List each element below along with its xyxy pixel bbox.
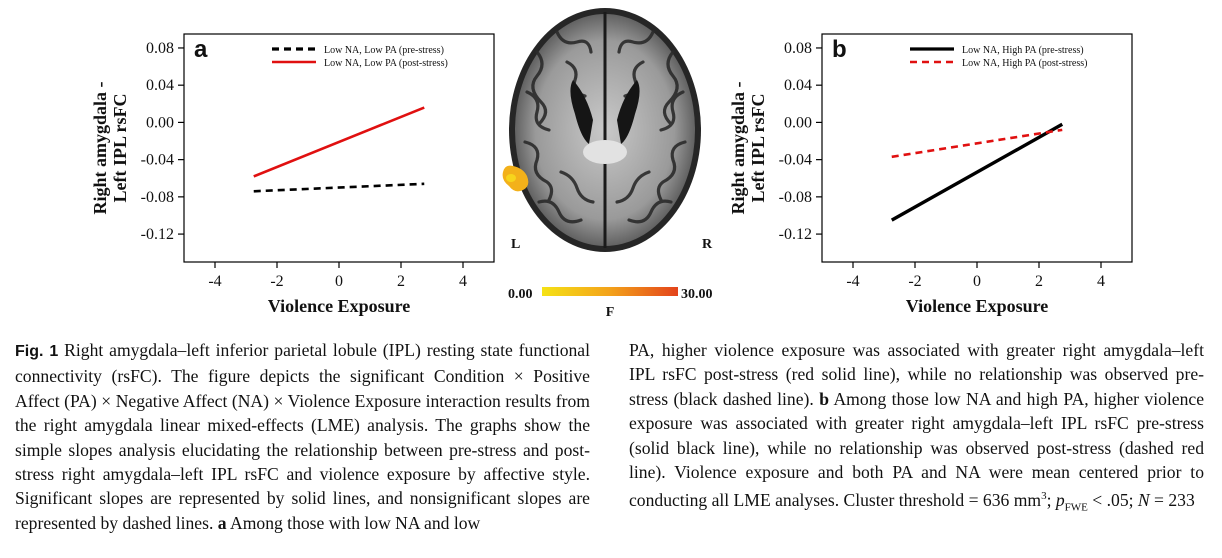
- series-line-2: [891, 128, 1063, 159]
- caption-n-value: = 233: [1149, 490, 1195, 511]
- x-tick-label: 4: [459, 273, 467, 290]
- x-axis-label: Violence Exposure: [906, 296, 1049, 316]
- x-tick-label: 0: [335, 273, 343, 290]
- panel-a-chart: 0.08 0.04 0.00 -0.04 -0.08 -0.12 -4 -2 0 2 4 Violen…: [90, 33, 495, 316]
- brain-left-label: L: [511, 237, 520, 252]
- panel-label: b: [832, 36, 847, 63]
- y-tick-label: 0.00: [784, 114, 812, 131]
- x-tick-label: 4: [1097, 273, 1105, 290]
- caption-right-column: PA, higher violence exposure was associa…: [629, 338, 1204, 520]
- axial-slice: [502, 8, 701, 252]
- x-tick-label: -2: [270, 273, 283, 290]
- caption-separator: ;: [1046, 490, 1056, 511]
- x-tick-label: 0: [973, 273, 981, 290]
- caption-text-left: Right amygdala–left inferior parietal lo…: [15, 340, 590, 533]
- y-tick-label: -0.12: [779, 226, 812, 243]
- y-tick-label: 0.00: [146, 114, 174, 131]
- y-tick-label: -0.12: [141, 226, 174, 243]
- caption-p-value: < .05;: [1087, 490, 1138, 511]
- x-tick-label: 2: [397, 273, 405, 290]
- caption-superscript: 3: [1041, 490, 1047, 503]
- brain-right-label: R: [702, 237, 713, 252]
- y-tick-label: 0.04: [146, 77, 174, 94]
- brain-slice-image: L R: [502, 8, 713, 252]
- x-tick-label: -4: [846, 273, 859, 290]
- caption-panel-b-ref: b: [819, 388, 830, 409]
- legend-label-1: Low NA, Low PA (pre-stress): [324, 45, 444, 56]
- y-axis-label-line1: Right amygdala -: [90, 81, 110, 214]
- y-tick-label: 0.08: [146, 40, 174, 57]
- figure: 0.08 0.04 0.00 -0.04 -0.08 -0.12 -4 -2 0 2 4 Violen…: [90, 33, 1133, 316]
- legend-label-2: Low NA, High PA (post-stress): [962, 58, 1087, 69]
- y-tick-label: -0.08: [141, 189, 174, 206]
- x-tick-label: 2: [1035, 273, 1043, 290]
- y-tick-label: 0.04: [784, 77, 812, 94]
- series-line-1: [253, 182, 425, 193]
- legend-label-1: Low NA, High PA (pre-stress): [962, 45, 1084, 56]
- caption-p-symbol: p: [1055, 490, 1065, 511]
- y-tick-label: -0.04: [141, 152, 174, 169]
- x-axis-label: Violence Exposure: [268, 296, 411, 316]
- y-axis-label-line1: Right amygdala -: [728, 81, 748, 214]
- series-line-1: [890, 122, 1064, 222]
- caption-n-symbol: N: [1137, 490, 1150, 511]
- caption-text-right-1: PA, higher violence exposure was associa…: [629, 340, 1204, 409]
- x-tick-label: -4: [208, 273, 221, 290]
- caption-panel-a-ref: a: [217, 512, 227, 533]
- caption-text-left-tail: Among those with low NA and low: [230, 512, 481, 533]
- y-tick-label: -0.08: [779, 189, 812, 206]
- y-tick-label: -0.04: [779, 152, 812, 169]
- figure-label: Fig. 1: [15, 343, 59, 360]
- legend-label-2: Low NA, Low PA (post-stress): [324, 58, 448, 69]
- caption-left-column: Fig. 1 Right amygdala–left inferior pari…: [15, 338, 590, 535]
- y-tick-label: 0.08: [784, 40, 812, 57]
- y-axis-label-line2: Left IPL rsFC: [748, 94, 768, 203]
- panel-b-chart: 0.08 0.04 0.00 -0.04 -0.08 -0.12 -4 -2 0 2 4 Violen…: [728, 33, 1133, 316]
- y-axis-label-line2: Left IPL rsFC: [110, 94, 130, 203]
- caption-text-right-2: Among those low NA and high PA, higher v…: [629, 388, 1205, 511]
- panel-label: a: [194, 36, 208, 63]
- x-tick-label: -2: [908, 273, 921, 290]
- series-line-2: [253, 106, 425, 178]
- caption-p-subscript: FWE: [1064, 501, 1088, 514]
